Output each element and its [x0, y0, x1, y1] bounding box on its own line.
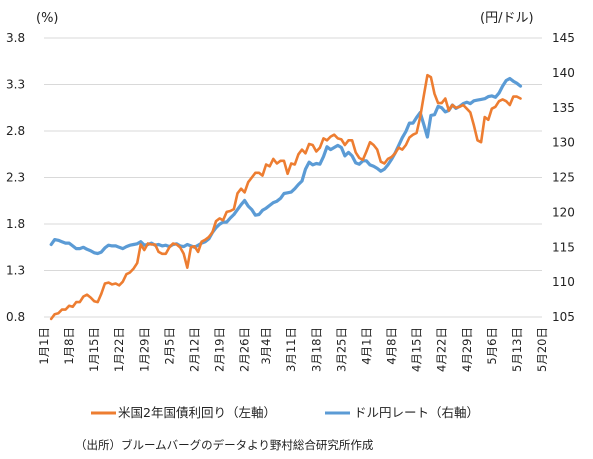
y-right-tick-label: 135 — [552, 101, 575, 115]
y-left-tick-label: 2.3 — [6, 171, 25, 185]
x-tick-label: 3月25日 — [334, 327, 348, 372]
y-right-tick-label: 125 — [552, 171, 575, 185]
y-right-tick-label: 110 — [552, 275, 575, 289]
x-tick-label: 5月20日 — [535, 327, 549, 372]
x-tick-label: 3月18日 — [309, 327, 323, 372]
y-left-tick-label: 0.8 — [6, 310, 25, 324]
x-tick-label: 1月1日 — [37, 327, 51, 365]
y-left-tick-label: 1.3 — [6, 264, 25, 278]
x-tick-label: 3月4日 — [259, 327, 273, 365]
x-tick-label: 2月12日 — [187, 327, 201, 372]
legend-label-yield: 米国2年国債利回り（左軸） — [118, 405, 276, 420]
y-right-tick-label: 105 — [552, 310, 575, 324]
x-tick-label: 4月29日 — [460, 327, 474, 372]
y-right-tick-label: 130 — [552, 136, 575, 150]
x-tick-label: 4月22日 — [435, 327, 449, 372]
x-tick-label: 4月8日 — [385, 327, 399, 365]
x-tick-label: 2月5日 — [162, 327, 176, 365]
left-axis-ticks: 3.8 3.3 2.8 2.3 1.8 1.3 0.8 — [6, 31, 25, 324]
left-axis-unit: (%) — [36, 11, 59, 26]
x-tick-label: 2月26日 — [238, 327, 252, 372]
right-axis-ticks: 145 140 135 130 125 120 115 110 105 — [552, 31, 575, 324]
series-line-yield — [49, 73, 522, 321]
y-right-tick-label: 145 — [552, 31, 575, 45]
x-tick-label: 4月15日 — [410, 327, 424, 372]
x-tick-label: 1月8日 — [62, 327, 76, 365]
y-left-tick-label: 2.8 — [6, 124, 25, 138]
gridlines — [44, 37, 542, 318]
x-tick-label: 3月11日 — [284, 327, 298, 372]
legend-label-usdjpy: ドル円レート（右軸） — [354, 405, 479, 420]
legend: 米国2年国債利回り（左軸） ドル円レート（右軸） — [91, 405, 479, 420]
y-left-tick-label: 3.3 — [6, 78, 25, 92]
y-left-tick-label: 3.8 — [6, 31, 25, 45]
y-right-tick-label: 120 — [552, 205, 575, 219]
series-line-usdjpy — [49, 76, 523, 256]
x-tick-label: 2月19日 — [213, 327, 227, 372]
y-right-tick-label: 140 — [552, 66, 575, 80]
x-axis-ticks: 1月1日 1月8日 1月15日 1月22日 1月29日 2月5日 2月12日 2月19日 2月2… — [37, 327, 549, 372]
x-tick-label: 5月6日 — [485, 327, 499, 365]
x-tick-label: 1月29日 — [137, 327, 151, 372]
x-tick-label: 5月13日 — [510, 327, 524, 372]
right-axis-unit: (円/ドル) — [480, 11, 534, 26]
source-note: （出所）ブルームバーグのデータより野村総合研究所作成 — [75, 438, 374, 452]
y-left-tick-label: 1.8 — [6, 217, 25, 231]
x-tick-label: 4月1日 — [359, 327, 373, 365]
x-tick-label: 1月22日 — [112, 327, 126, 372]
y-right-tick-label: 115 — [552, 240, 575, 254]
x-tick-label: 1月15日 — [87, 327, 101, 372]
legend-item: 米国2年国債利回り（左軸） — [91, 405, 276, 420]
legend-item: ドル円レート（右軸） — [325, 405, 479, 420]
series-lines — [49, 73, 523, 321]
